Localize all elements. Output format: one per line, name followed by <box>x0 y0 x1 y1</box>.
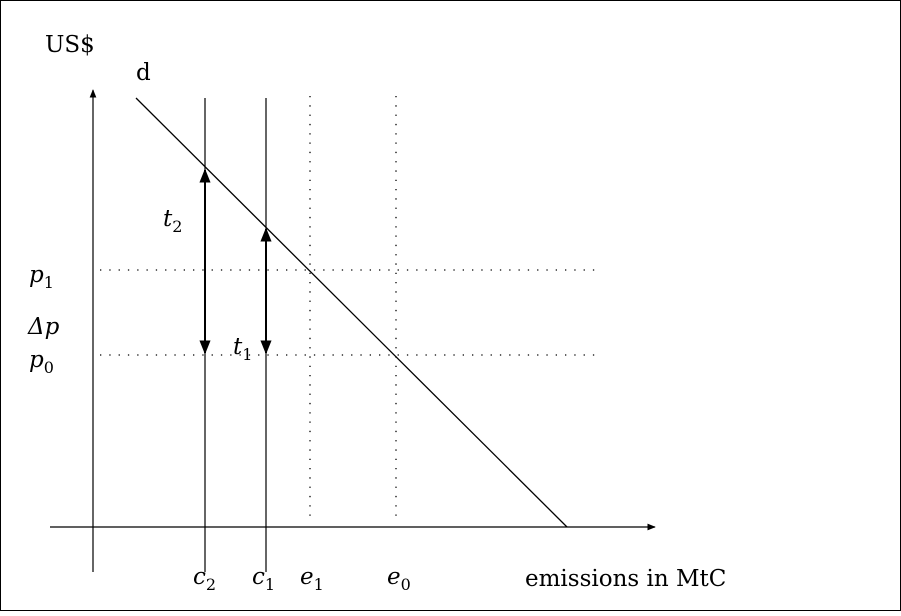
c1-label: c1 <box>252 564 275 594</box>
x-axis-label: emissions in MtC <box>525 566 726 592</box>
t2-label: t2 <box>163 206 182 236</box>
t1-label: t1 <box>233 334 252 364</box>
p1-label: p1 <box>29 262 54 292</box>
e1-label: e1 <box>300 564 324 594</box>
demand-curve <box>135 97 568 528</box>
demand-curve-label: d <box>136 60 151 86</box>
delta-p-label: Δp <box>27 314 60 340</box>
e0-label: e0 <box>387 564 411 594</box>
y-axis-label: US$ <box>45 32 95 58</box>
p0-label: p0 <box>29 347 54 377</box>
c2-label: c2 <box>193 564 216 594</box>
